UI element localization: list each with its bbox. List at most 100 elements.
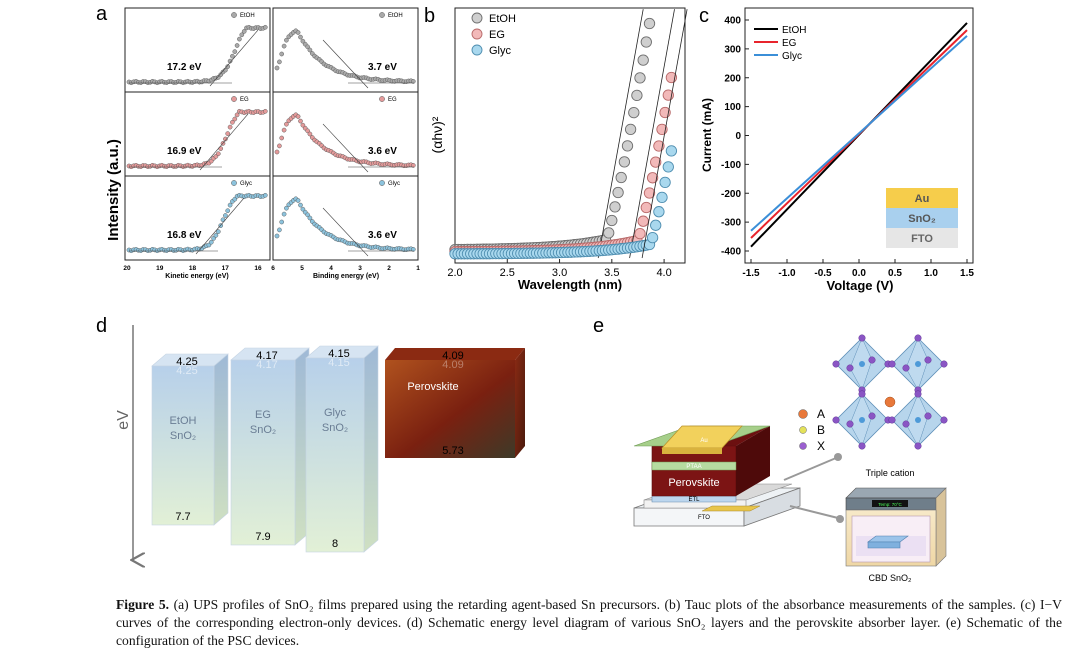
ups-left-value: 16.9 eV	[167, 146, 202, 157]
ups-right-point	[281, 211, 287, 217]
tangent-line	[209, 29, 259, 87]
tauc-point	[646, 172, 659, 184]
x-site-atom	[888, 360, 896, 368]
ups-left-point	[215, 151, 221, 157]
panel-e: e FTO ETL Perovskite PTAA	[593, 315, 948, 583]
panel-b: b (αhν)² Wavelength (nm) EtOH EG Glyc 2.0 2…	[424, 5, 688, 292]
x-site-atom	[914, 334, 922, 342]
x-site-atom	[914, 390, 922, 398]
ups-right-point	[307, 47, 313, 53]
au-layer-label: Au	[700, 438, 707, 444]
fto-label: FTO	[698, 515, 710, 521]
tauc-legend-label: Glyc	[489, 45, 512, 57]
tauc-legend-marker	[471, 28, 483, 40]
cb-value: 4.15	[328, 348, 349, 360]
ion-legend-marker	[799, 426, 807, 434]
iv-y-tick: -100	[721, 160, 741, 171]
iv-y-tick: 0	[735, 131, 741, 142]
ups-left-point	[232, 49, 238, 54]
block-name: Glyc	[324, 407, 347, 419]
tauc-point	[606, 214, 618, 227]
ptaa-label: PTAA	[686, 464, 701, 470]
sno2-block	[151, 365, 215, 526]
ups-left-point	[232, 116, 238, 122]
caption-label: Figure 5.	[116, 597, 170, 612]
x-site-atom	[902, 364, 910, 372]
ups-right-point	[281, 127, 287, 133]
perovskite-cb: 4.09	[442, 350, 463, 362]
tauc-point	[653, 206, 665, 218]
legend-marker	[231, 96, 237, 102]
ups-right-point	[410, 163, 416, 168]
ups-left-point	[215, 229, 221, 234]
panel-c: c Current (mA) Voltage (V) 400 300 200 100 0…	[699, 5, 974, 293]
block-sub: SnO₂	[322, 422, 348, 434]
cb-value: 4.25	[176, 356, 197, 368]
ups-left-value: 16.8 eV	[167, 230, 202, 241]
b-site-atom	[915, 361, 921, 367]
stack-layer	[886, 208, 958, 228]
ups-left-point	[225, 64, 231, 69]
iv-x-tick: 1.0	[924, 268, 938, 279]
ups-right-point	[298, 34, 303, 40]
tauc-point	[621, 140, 634, 152]
a-site-atom	[884, 396, 896, 408]
legend-marker	[231, 180, 237, 186]
panel-label-a: a	[96, 3, 108, 25]
ups-left-point	[230, 119, 235, 125]
stack-layer-label: FTO	[911, 233, 933, 245]
perovskite-layer-label: Perovskite	[668, 477, 719, 489]
right-x-tick: 5	[300, 265, 304, 272]
ups-right-value: 3.6 eV	[368, 146, 397, 157]
tangent-line	[199, 113, 249, 171]
tauc-point	[643, 187, 656, 199]
x-site-atom	[868, 412, 876, 420]
panel-label-e: e	[593, 315, 604, 337]
ups-left-point	[262, 24, 268, 30]
ups-right-value: 3.6 eV	[368, 230, 397, 241]
tangent-line	[322, 39, 369, 89]
ups-left-point	[227, 58, 233, 64]
x-site-atom	[832, 416, 840, 424]
legend-label: EtOH	[240, 13, 255, 19]
right-x-tick: 2	[387, 265, 391, 272]
ups-left-point	[225, 208, 231, 214]
block-sub: SnO₂	[170, 430, 196, 442]
ups-left-point	[227, 202, 233, 208]
tauc-point	[628, 106, 640, 119]
tauc-point	[618, 156, 631, 168]
ups-right-point	[279, 135, 285, 141]
iv-x-tick: -1.0	[778, 268, 796, 279]
block-sub: SnO₂	[250, 424, 276, 436]
tauc-x-tick: 3.5	[604, 267, 619, 279]
left-x-tick: 17	[222, 265, 230, 272]
ups-left-point	[230, 53, 235, 59]
ups-left-value: 17.2 eV	[167, 62, 202, 73]
vb-value: 8	[332, 538, 338, 550]
ups-right-point	[279, 219, 285, 225]
ups-right-point	[295, 198, 301, 203]
ups-right-point	[277, 143, 282, 149]
cb-value-reflection: 4.17	[256, 359, 277, 371]
ups-left-point	[234, 112, 240, 118]
panel-label-d: d	[96, 315, 107, 337]
x-site-atom	[940, 360, 948, 368]
tauc-x-tick: 2.5	[500, 267, 515, 279]
sno2-block	[305, 357, 365, 553]
tauc-point	[637, 54, 649, 66]
plot-frame-b	[454, 7, 686, 264]
tauc-tangent	[597, 9, 644, 259]
ups-left-point	[220, 217, 226, 223]
legend-label: EG	[388, 97, 397, 103]
tauc-point	[640, 201, 652, 214]
stack-layer-label: Au	[915, 193, 930, 205]
ups-left-point	[237, 36, 242, 42]
x-site-atom	[846, 420, 854, 428]
stack-layer-label: SnO₂	[908, 213, 936, 225]
panel-label-b: b	[424, 5, 435, 27]
ups-left-point	[262, 108, 268, 114]
legend-marker	[379, 180, 385, 186]
b-site-atom	[859, 417, 865, 423]
tauc-point	[665, 145, 678, 157]
tangent-line	[322, 207, 369, 257]
